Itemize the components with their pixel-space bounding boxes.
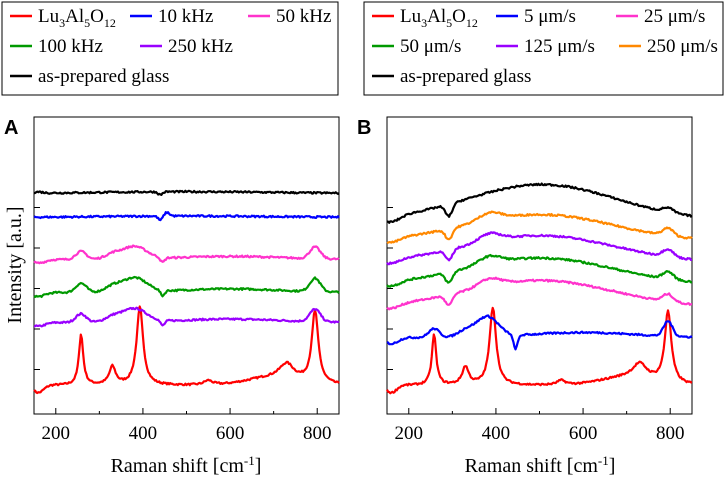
x-tick-label: 200 [395, 423, 424, 444]
x-tick-label: 400 [482, 423, 511, 444]
plot-b: 200 400 600 800 [386, 116, 693, 444]
legend-label-v125: 125 μm/s [524, 36, 595, 57]
series-line-f50 [33, 244, 340, 265]
legend-label-f250: 250 kHz [168, 36, 233, 57]
series-line-lu [33, 305, 340, 395]
series-line-f250 [33, 306, 340, 328]
plot-a: 200 400 600 800 [33, 116, 340, 444]
x-axis-label-b: Raman shift [cm-1] [465, 453, 616, 478]
legend-label-v50: 50 μm/s [400, 36, 461, 57]
y-axis-label-a: Intensity [a.u.] [4, 206, 26, 323]
legend-label-v250: 250 μm/s [647, 36, 718, 57]
panel-label-b: B [357, 117, 371, 139]
legend-label-glass: as-prepared glass [38, 66, 169, 87]
legend-label-glass: as-prepared glass [400, 66, 531, 87]
series-line-v50 [386, 253, 693, 288]
legend-label-lu: Lu3Al5O12 [38, 6, 116, 30]
x-tick-label: 800 [656, 423, 685, 444]
legend-label-v5: 5 μm/s [524, 6, 576, 27]
legend-a: Lu3Al5O12 10 kHz 50 kHz 100 kHz 250 kHz as-pr… [1, 1, 339, 96]
legend-a-box [1, 1, 339, 96]
x-axis-label-a: Raman shift [cm-1] [111, 453, 262, 478]
legend-b: Lu3Al5O12 5 μm/s 25 μm/s 50 μm/s 125 μm/s 250… [363, 1, 724, 96]
legend-label-f100: 100 kHz [38, 36, 103, 57]
legend-label-v25: 25 μm/s [644, 6, 705, 27]
panel-label-a: A [4, 117, 18, 139]
x-tick-label: 200 [42, 423, 71, 444]
x-tick-label: 600 [216, 423, 245, 444]
series-line-lu [386, 306, 693, 395]
series-line-v125 [386, 231, 693, 266]
x-tick-label: 400 [129, 423, 158, 444]
series-line-f100 [33, 275, 340, 298]
x-tick-label: 600 [569, 423, 598, 444]
series-line-glass [33, 189, 340, 196]
legend-label-lu: Lu3Al5O12 [400, 6, 478, 30]
series-line-v250 [386, 210, 693, 245]
legend-b-box [363, 1, 724, 96]
x-tick-label: 800 [303, 423, 332, 444]
legend-label-f50: 50 kHz [276, 6, 331, 27]
series-line-v25 [386, 276, 693, 311]
series-line-glass [387, 182, 693, 224]
legend-label-f10: 10 kHz [158, 6, 213, 27]
series-line-v5 [386, 314, 693, 351]
series-line-f10 [33, 211, 340, 222]
